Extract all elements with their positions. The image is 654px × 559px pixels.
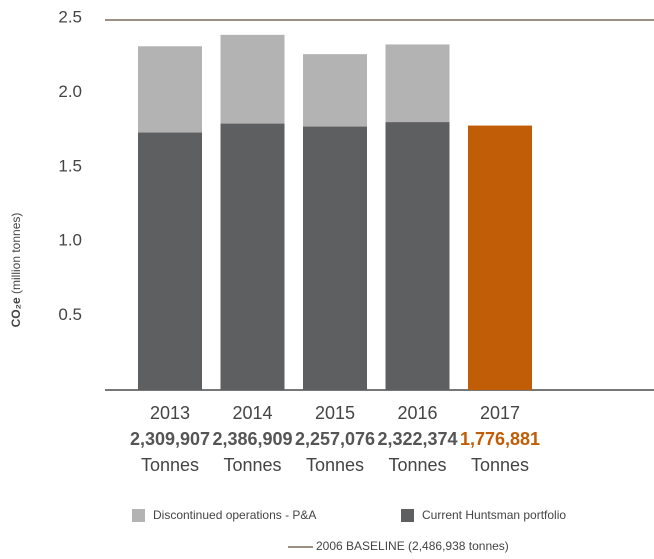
unit-label: Tonnes: [141, 455, 199, 475]
x-tick-label: 2017: [480, 403, 520, 423]
y-tick-label: 0.5: [58, 305, 82, 324]
total-label: 2,257,076: [295, 429, 375, 449]
unit-label: Tonnes: [223, 455, 281, 475]
bar-current: [220, 123, 285, 390]
unit-label: Tonnes: [388, 455, 446, 475]
unit-label: Tonnes: [306, 455, 364, 475]
x-tick-label: 2014: [232, 403, 272, 423]
total-label: 2,309,907: [130, 429, 210, 449]
x-tick-label: 2016: [397, 403, 437, 423]
bar-current: [385, 122, 450, 390]
legend-swatch: [132, 509, 145, 522]
y-axis-label: CO₂e (million tonnes): [9, 213, 23, 328]
y-label-symbol: CO₂e: [9, 297, 23, 327]
legend-swatch: [401, 509, 414, 522]
bar-current: [138, 132, 202, 391]
y-tick-label: 2.5: [58, 7, 82, 26]
total-label: 1,776,881: [460, 429, 540, 449]
bar-current: [468, 125, 532, 391]
y-tick-label: 1.5: [58, 156, 82, 175]
bar-current: [303, 126, 367, 391]
total-label: 2,386,909: [212, 429, 292, 449]
y-label-unit: (million tonnes): [9, 213, 23, 294]
y-tick-label: 2.0: [58, 82, 82, 101]
total-label: 2,322,374: [377, 429, 457, 449]
y-tick-label: 1.0: [58, 231, 82, 250]
x-tick-label: 2013: [150, 403, 190, 423]
unit-label: Tonnes: [471, 455, 529, 475]
legend-label: Discontinued operations - P&A: [153, 508, 316, 522]
legend-label: 2006 BASELINE (2,486,938 tonnes): [316, 539, 509, 553]
x-tick-label: 2015: [315, 403, 355, 423]
legend-label: Current Huntsman portfolio: [422, 508, 566, 522]
